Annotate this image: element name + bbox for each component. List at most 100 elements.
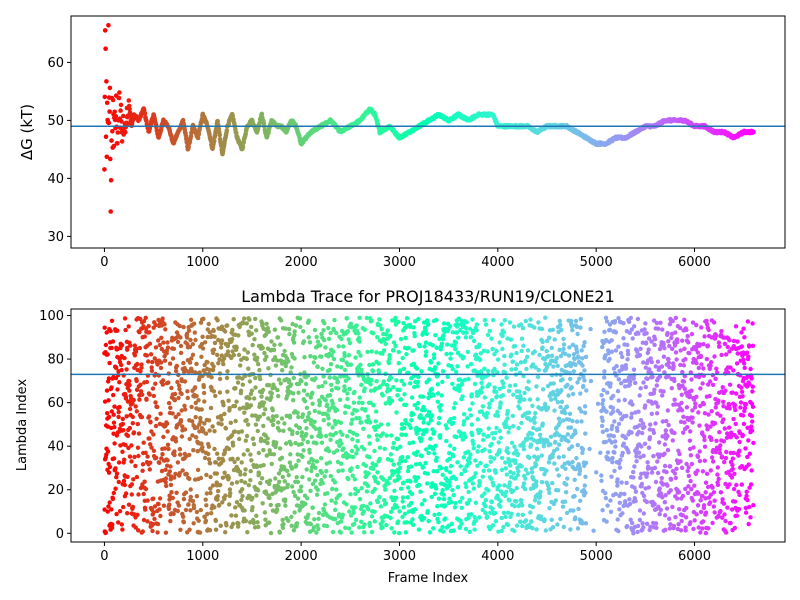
lambda-point xyxy=(519,420,524,426)
lambda-point xyxy=(491,483,496,488)
lambda-point xyxy=(494,394,500,399)
lambda-point xyxy=(114,471,120,476)
lambda-point xyxy=(369,349,374,354)
lambda-point xyxy=(154,455,159,460)
lambda-point xyxy=(435,468,440,474)
lambda-point xyxy=(470,317,475,322)
lambda-point xyxy=(466,376,471,382)
lambda-point xyxy=(194,393,199,399)
lambda-point xyxy=(473,500,478,505)
lambda-point xyxy=(151,448,157,453)
lambda-point xyxy=(464,330,469,335)
lambda-point xyxy=(605,450,611,455)
lambda-point xyxy=(496,440,501,445)
lambda-point xyxy=(613,444,618,449)
lambda-point xyxy=(438,403,443,408)
lambda-point xyxy=(162,322,167,327)
lambda-point xyxy=(297,425,303,431)
lambda-point xyxy=(255,520,260,525)
lambda-point xyxy=(601,387,606,393)
lambda-point xyxy=(490,506,495,512)
lambda-point xyxy=(206,418,212,423)
lambda-point xyxy=(366,507,371,512)
lambda-point xyxy=(146,323,151,329)
lambda-point xyxy=(223,493,228,498)
lambda-point xyxy=(288,442,294,447)
delta-g-x-tick-label: 4000 xyxy=(481,255,514,270)
lambda-point xyxy=(583,521,589,526)
lambda-point xyxy=(355,464,360,470)
lambda-point xyxy=(120,421,126,427)
lambda-point xyxy=(117,509,123,514)
lambda-point xyxy=(567,411,573,416)
lambda-point xyxy=(294,521,300,526)
lambda-point xyxy=(151,496,156,501)
lambda-point xyxy=(393,495,399,500)
lambda-point xyxy=(416,374,421,380)
lambda-point xyxy=(467,497,472,503)
lambda-point xyxy=(183,507,189,513)
lambda-point xyxy=(479,390,484,395)
lambda-point xyxy=(336,468,341,474)
lambda-point xyxy=(326,422,331,427)
lambda-point xyxy=(372,448,377,454)
lambda-point xyxy=(501,524,506,530)
lambda-point xyxy=(257,367,262,373)
lambda-point xyxy=(512,504,517,509)
lambda-point xyxy=(102,325,107,330)
lambda-point xyxy=(578,498,583,503)
lambda-point xyxy=(125,511,130,516)
lambda-point xyxy=(351,454,356,460)
lambda-point xyxy=(397,368,403,373)
lambda-point xyxy=(278,381,283,386)
lambda-point xyxy=(474,369,480,375)
lambda-point xyxy=(256,471,262,476)
lambda-point xyxy=(400,454,405,460)
lambda-point xyxy=(477,480,482,485)
lambda-point xyxy=(111,490,117,496)
lambda-point xyxy=(588,326,593,332)
lambda-point xyxy=(354,432,360,438)
lambda-point xyxy=(619,480,624,485)
lambda-point xyxy=(306,335,311,340)
lambda-point xyxy=(556,416,562,421)
lambda-point xyxy=(396,319,401,325)
lambda-point xyxy=(182,427,188,432)
lambda-point xyxy=(523,318,528,324)
lambda-point xyxy=(381,379,386,384)
delta-g-point xyxy=(106,23,111,28)
lambda-point xyxy=(274,440,279,445)
lambda-point xyxy=(578,316,583,322)
lambda-point xyxy=(636,450,642,455)
lambda-point xyxy=(453,476,459,482)
lambda-point xyxy=(215,488,221,494)
lambda-point xyxy=(123,327,128,333)
lambda-point xyxy=(141,491,146,497)
lambda-point xyxy=(122,482,128,488)
lambda-point xyxy=(622,491,627,497)
lambda-point xyxy=(514,350,519,356)
lambda-point xyxy=(119,342,125,348)
lambda-point xyxy=(618,457,623,463)
lambda-point xyxy=(409,395,415,400)
lambda-point xyxy=(248,452,253,457)
lambda-point xyxy=(139,362,144,367)
lambda-point xyxy=(515,451,521,457)
lambda-point xyxy=(314,334,319,340)
lambda-point xyxy=(540,339,545,345)
lambda-point xyxy=(431,526,436,531)
lambda-point xyxy=(275,335,281,340)
lambda-point xyxy=(326,325,331,331)
lambda-point xyxy=(572,477,577,482)
lambda-point xyxy=(403,335,408,341)
lambda-point xyxy=(522,390,527,396)
lambda-point xyxy=(401,366,407,371)
lambda-point xyxy=(554,467,560,472)
lambda-point xyxy=(617,500,622,505)
lambda-point xyxy=(528,317,533,322)
lambda-point xyxy=(320,481,325,486)
lambda-point xyxy=(346,476,351,482)
lambda-point xyxy=(540,345,545,350)
lambda-point xyxy=(448,463,454,469)
lambda-point xyxy=(346,526,352,531)
